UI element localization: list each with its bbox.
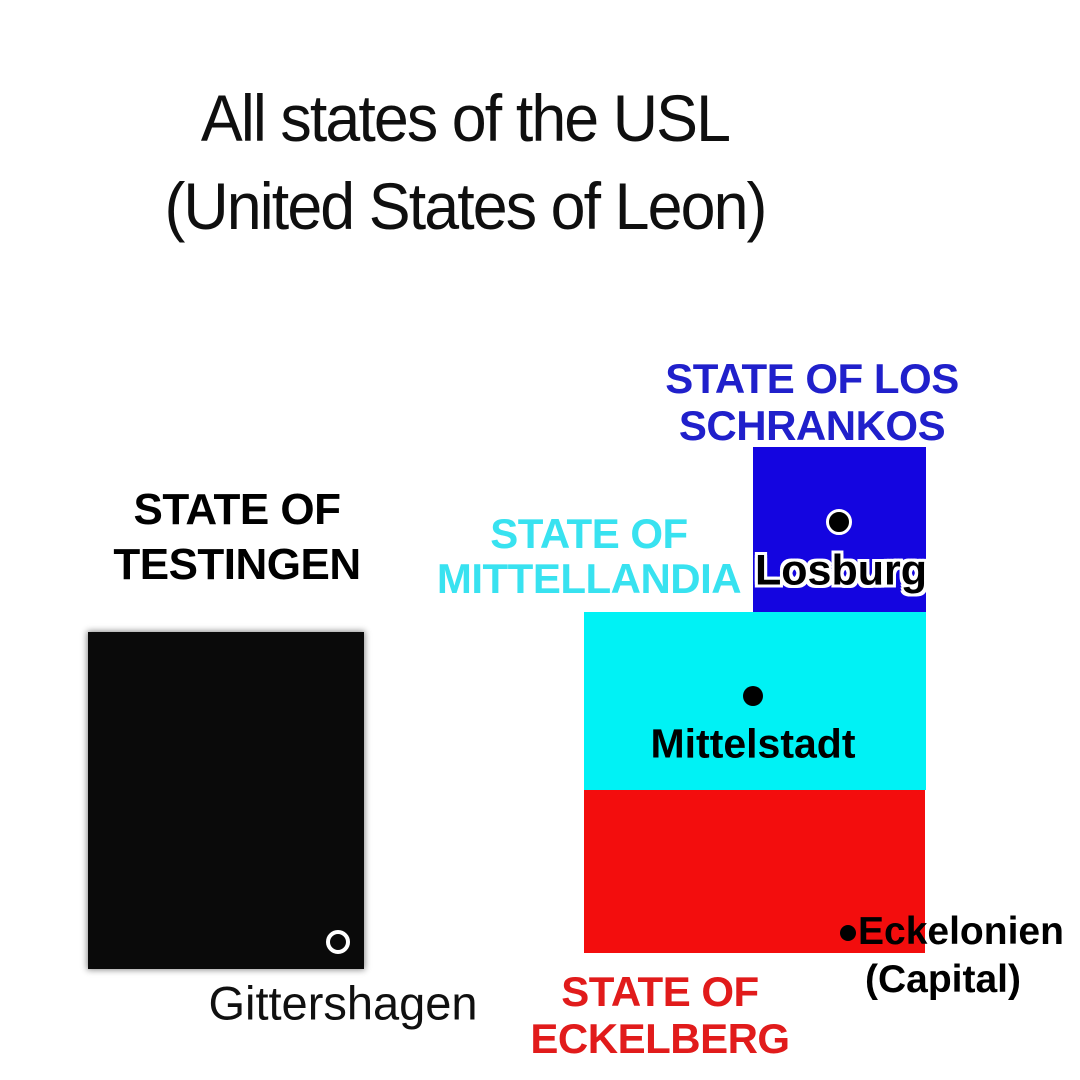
city-label-losburg: Losburg bbox=[755, 546, 927, 595]
state-label-testingen: STATE OF TESTINGEN bbox=[113, 485, 361, 589]
city-label-eckelonien: Eckelonien bbox=[858, 910, 1064, 953]
state-region-testingen bbox=[88, 632, 364, 969]
capital-note-label: (Capital) bbox=[865, 958, 1021, 1001]
state-label-los-schrankos: STATE OF LOS SCHRANKOS bbox=[665, 355, 959, 449]
city-label-gittershagen: Gittershagen bbox=[208, 976, 478, 1030]
page-title: All states of the USL (United States of … bbox=[149, 74, 782, 250]
page-title-line2: (United States of Leon) bbox=[164, 169, 767, 243]
state-region-eckelberg bbox=[584, 790, 925, 953]
city-marker-eckelonien bbox=[840, 925, 856, 941]
state-label-eckelberg: STATE OF ECKELBERG bbox=[530, 968, 790, 1062]
city-marker-mittelstadt bbox=[743, 686, 763, 706]
state-label-mittellandia: STATE OF MITTELLANDIA bbox=[436, 510, 742, 602]
city-marker-losburg bbox=[826, 509, 852, 535]
city-label-mittelstadt: Mittelstadt bbox=[650, 720, 856, 767]
page-title-line1: All states of the USL bbox=[200, 81, 731, 155]
city-marker-gittershagen bbox=[326, 930, 350, 954]
